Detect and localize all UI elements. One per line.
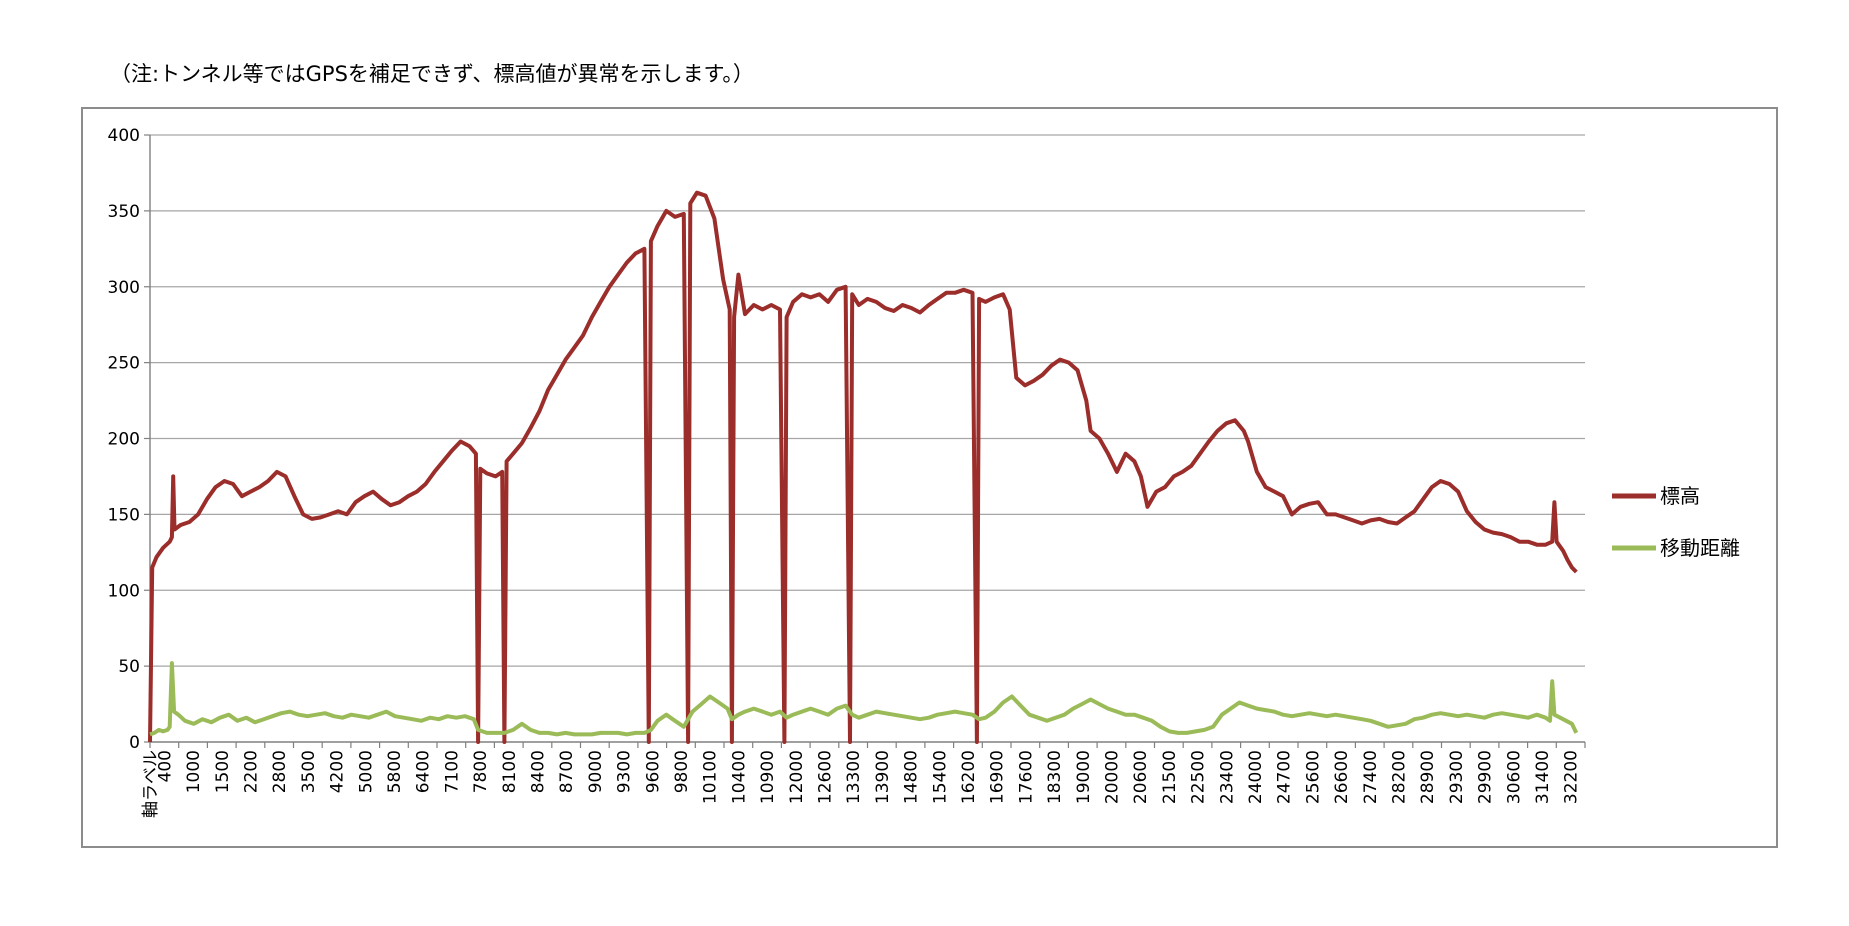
x-tick-label-3500: 3500	[299, 750, 319, 793]
x-tick-label-27400: 27400	[1361, 750, 1381, 804]
x-tick-label-15400: 15400	[930, 750, 950, 804]
x-tick-label-8700: 8700	[557, 750, 577, 793]
x-tick-label-5800: 5800	[385, 750, 405, 793]
x-tick-label-26600: 26600	[1332, 750, 1352, 804]
x-tick-label-8400: 8400	[528, 750, 548, 793]
x-tick-label-25600: 25600	[1303, 750, 1323, 804]
x-tick-label-29900: 29900	[1476, 750, 1496, 804]
x-tick-label-400: 400	[155, 750, 175, 782]
y-tick-label-150: 150	[108, 505, 140, 525]
y-tick-label-350: 350	[108, 202, 140, 222]
y-tick-label-0: 0	[129, 733, 140, 753]
x-tick-label-32200: 32200	[1562, 750, 1582, 804]
x-tick-label-14800: 14800	[902, 750, 922, 804]
x-tick-label-1500: 1500	[213, 750, 233, 793]
y-tick-label-100: 100	[108, 581, 140, 601]
x-tick-label-7100: 7100	[442, 750, 462, 793]
y-tick-label-300: 300	[108, 278, 140, 298]
series-lines	[148, 190, 1579, 744]
x-tick-label-1000: 1000	[184, 750, 204, 793]
x-tick-label-10400: 10400	[729, 750, 749, 804]
x-tick-label-12000: 12000	[787, 750, 807, 804]
x-tick-label-19000: 19000	[1074, 750, 1094, 804]
x-tick-label-10900: 10900	[758, 750, 778, 804]
x-tick-label-18300: 18300	[1045, 750, 1065, 804]
y-tick-label-50: 50	[118, 657, 140, 677]
y-tick-label-400: 400	[108, 126, 140, 146]
x-tick-label-9000: 9000	[586, 750, 606, 793]
x-tick-label-5000: 5000	[356, 750, 376, 793]
x-tick-label-first: 軸ラベル	[141, 750, 161, 818]
x-tick-label-20600: 20600	[1131, 750, 1151, 804]
x-tick-label-24000: 24000	[1246, 750, 1266, 804]
legend-label-1: 標高	[1660, 484, 1700, 508]
x-tick-label-9800: 9800	[672, 750, 692, 793]
series-line-1	[148, 190, 1578, 744]
y-tick-label-250: 250	[108, 354, 140, 374]
y-axis: 0 50 100 150 200 250 300 350 400	[108, 126, 151, 753]
series-line-2	[149, 661, 1579, 737]
x-tick-label-16200: 16200	[959, 750, 979, 804]
x-tick-label-24700: 24700	[1275, 750, 1295, 804]
gridlines	[150, 134, 1585, 667]
x-tick-label-12600: 12600	[815, 750, 835, 804]
x-tick-label-9300: 9300	[615, 750, 635, 793]
x-tick-label-30600: 30600	[1504, 750, 1524, 804]
x-tick-label-13900: 13900	[873, 750, 893, 804]
legend-label-2: 移動距離	[1660, 536, 1740, 560]
x-tick-label-21500: 21500	[1160, 750, 1180, 804]
x-tick-label-29300: 29300	[1447, 750, 1467, 804]
x-tick-label-13300: 13300	[844, 750, 864, 804]
x-tick-label-2800: 2800	[270, 750, 290, 793]
y-tick-label-200: 200	[108, 430, 140, 450]
x-tick-label-16900: 16900	[988, 750, 1008, 804]
chart-frame	[81, 107, 1778, 848]
x-tick-label-22500: 22500	[1189, 750, 1209, 804]
x-tick-label-8100: 8100	[500, 750, 520, 793]
x-tick-label-6400: 6400	[414, 750, 434, 793]
x-tick-label-2200: 2200	[241, 750, 261, 793]
x-tick-label-7800: 7800	[471, 750, 491, 793]
x-tick-label-9600: 9600	[643, 750, 663, 793]
x-tick-label-20000: 20000	[1102, 750, 1122, 804]
x-tick-label-4200: 4200	[328, 750, 348, 793]
x-tick-label-10100: 10100	[701, 750, 721, 804]
x-tick-label-28200: 28200	[1389, 750, 1409, 804]
x-tick-label-28900: 28900	[1418, 750, 1438, 804]
chart-note: （注:トンネル等ではGPSを補足できず、標高値が異常を示します。）	[110, 62, 754, 86]
x-tick-label-23400: 23400	[1217, 750, 1237, 804]
x-tick-label-31400: 31400	[1533, 750, 1553, 804]
x-tick-label-17600: 17600	[1016, 750, 1036, 804]
